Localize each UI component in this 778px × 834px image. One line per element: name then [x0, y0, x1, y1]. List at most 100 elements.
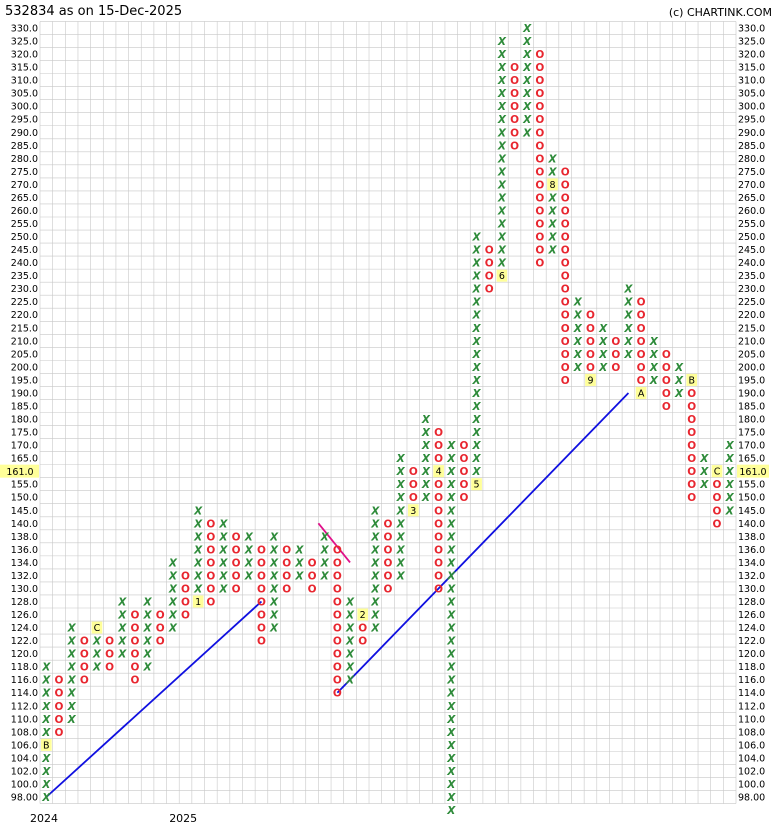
x-mark: X [446, 453, 456, 465]
o-mark: O [459, 440, 468, 452]
month-marker-bg [91, 621, 103, 634]
x-mark: X [623, 349, 633, 361]
x-mark: X [547, 219, 557, 231]
y-tick-label-right: 250.0 [738, 232, 765, 243]
o-mark: O [561, 205, 570, 217]
o-mark: O [434, 544, 443, 556]
o-mark: O [333, 596, 342, 608]
y-tick-label-left: 235.0 [11, 271, 38, 282]
y-tick-label-left: 315.0 [11, 63, 38, 74]
o-mark: O [535, 245, 544, 257]
y-tick-label-left: 275.0 [11, 167, 38, 178]
o-mark: O [561, 166, 570, 178]
y-tick-label-right: 124.0 [738, 623, 765, 634]
o-mark: O [561, 192, 570, 204]
o-mark: O [434, 583, 443, 595]
y-tick-label-right: 275.0 [738, 167, 765, 178]
o-mark: O [105, 662, 114, 674]
y-tick-label-left: 260.0 [11, 206, 38, 217]
y-tick-label-left: 220.0 [11, 310, 38, 321]
month-marker-bg [547, 178, 558, 191]
y-tick-label-left: 195.0 [11, 375, 38, 386]
x-mark: X [497, 101, 507, 113]
x-mark: X [623, 284, 633, 296]
x-mark: X [193, 518, 203, 530]
y-tick-label-left: 100.0 [11, 779, 38, 790]
y-tick-label-right: 235.0 [738, 271, 765, 282]
y-tick-label-left: 138.0 [11, 532, 38, 543]
y-tick-label-right: 118.0 [738, 662, 765, 673]
o-mark: O [687, 492, 696, 504]
o-mark: O [586, 336, 595, 348]
month-marker-bg [192, 595, 204, 608]
x-mark: X [472, 453, 482, 465]
y-tick-label-left: 130.0 [11, 584, 38, 595]
x-mark: X [472, 401, 482, 413]
x-mark: X [143, 610, 153, 622]
x-mark: X [117, 649, 127, 661]
x-mark: X [294, 557, 304, 569]
x-mark: X [497, 192, 507, 204]
o-mark: O [434, 531, 443, 543]
y-tick-label-left: 305.0 [11, 89, 38, 100]
x-mark: X [168, 610, 178, 622]
y-tick-label-right: 128.0 [738, 597, 765, 608]
y-tick-label-left: 110.0 [11, 714, 38, 725]
x-mark: X [345, 675, 355, 687]
o-mark: O [333, 557, 342, 569]
y-tick-label-left: 310.0 [11, 76, 38, 87]
x-mark: X [649, 336, 659, 348]
x-mark: X [269, 596, 279, 608]
o-mark: O [535, 88, 544, 100]
y-tick-label-right: 310.0 [738, 76, 765, 87]
x-mark: X [497, 127, 507, 139]
o-mark: O [409, 466, 418, 478]
o-mark: O [687, 427, 696, 439]
x-mark: X [345, 662, 355, 674]
x-mark: X [446, 740, 456, 752]
x-mark: X [421, 440, 431, 452]
o-mark: O [206, 544, 215, 556]
o-mark: O [510, 62, 519, 74]
x-mark: X [370, 531, 380, 543]
x-mark: X [446, 792, 456, 804]
month-marker-bg [585, 373, 596, 386]
o-mark: O [535, 140, 544, 152]
o-mark: O [662, 401, 671, 413]
x-mark: X [446, 675, 456, 687]
x-mark: X [421, 427, 431, 439]
y-tick-label-left: 118.0 [11, 662, 38, 673]
x-tick-label: 2025 [169, 812, 197, 825]
o-mark: O [55, 727, 64, 739]
o-mark: O [535, 75, 544, 87]
o-mark: O [459, 466, 468, 478]
month-marker: B [43, 740, 50, 751]
x-mark: X [472, 414, 482, 426]
x-mark: X [193, 505, 203, 517]
o-mark: O [510, 75, 519, 87]
y-tick-label-left: 150.0 [11, 493, 38, 504]
x-mark: X [446, 570, 456, 582]
x-mark: X [117, 610, 127, 622]
o-mark: O [535, 205, 544, 217]
x-mark: X [218, 518, 228, 530]
y-tick-label-right: 110.0 [738, 714, 765, 725]
o-mark: O [80, 649, 89, 661]
x-mark: X [41, 714, 51, 726]
y-tick-label-right: 285.0 [738, 141, 765, 152]
o-mark: O [130, 610, 139, 622]
x-mark: X [472, 427, 482, 439]
x-mark: X [269, 610, 279, 622]
month-marker-bg [407, 504, 419, 517]
o-mark: O [156, 623, 165, 635]
x-mark: X [497, 140, 507, 152]
y-tick-label-left: 108.0 [11, 727, 38, 738]
x-mark: X [446, 610, 456, 622]
y-tick-label-right: 100.0 [738, 779, 765, 790]
o-mark: O [384, 531, 393, 543]
o-mark: O [586, 362, 595, 374]
x-mark: X [472, 297, 482, 309]
month-marker-bg [471, 478, 482, 491]
y-tick-label-right: 138.0 [738, 532, 765, 543]
o-mark: O [510, 114, 519, 126]
